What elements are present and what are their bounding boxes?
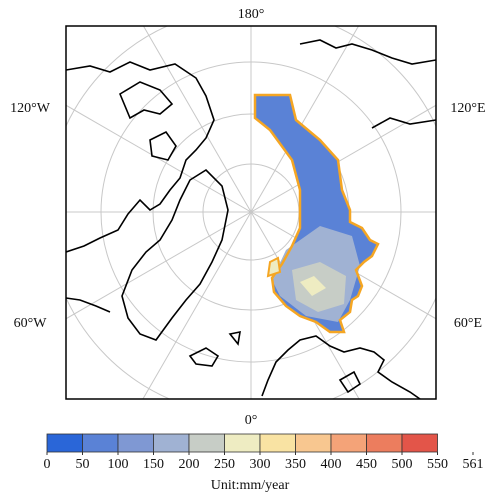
colorbar-tick-label: 300 [250,457,271,472]
map-frame [65,25,437,400]
lon-label: 180° [238,7,265,22]
colorbar-tick-label: 450 [356,457,377,472]
colorbar-tick-label: 250 [214,457,235,472]
colorbar-bin [259,433,296,453]
coastlines [66,39,436,399]
colorbar-bin [330,433,367,453]
lon-label: 60°E [454,316,482,331]
colorbar-bin [401,433,438,453]
colorbar-bin [188,433,225,453]
colorbar: 0 50 100 150 200 250 300 350 400 450 500 550 561 [44,433,484,472]
colorbar-bin [366,433,403,453]
colorbar-bin [46,433,83,453]
colorbar-bin [82,433,119,453]
colorbar-tick-label: 50 [76,457,90,472]
colorbar-unit: Unit:mm/year [211,478,290,493]
colorbar-bin [117,433,154,453]
lon-label: 120°W [10,101,51,116]
colorbar-tick-label: 550 [427,457,448,472]
colorbar-tick-label: 561 [463,457,484,472]
colorbar-tick-label: 200 [179,457,200,472]
colorbar-tick-label: 400 [321,457,342,472]
lon-label: 60°W [14,316,48,331]
lon-label: 0° [245,413,258,428]
colorbar-tick-label: 350 [285,457,306,472]
lon-label: 120°E [450,101,485,116]
colorbar-bin [295,433,332,453]
colorbar-bin [224,433,261,453]
precipitation-region [253,93,380,334]
colorbar-tick-label: 150 [143,457,164,472]
colorbar-tick-label: 100 [108,457,129,472]
colorbar-tick-label: 500 [392,457,413,472]
colorbar-tick-label: 0 [44,457,51,472]
colorbar-bin [153,433,190,453]
